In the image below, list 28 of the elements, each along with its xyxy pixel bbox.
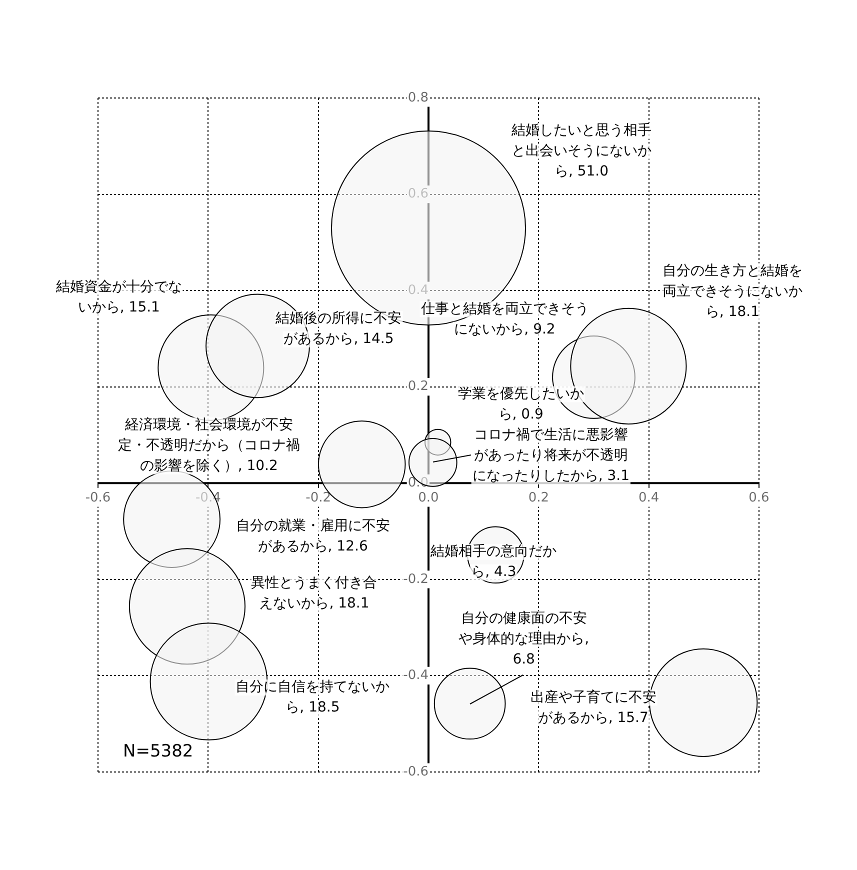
y-tick-label: 0.6 [408, 186, 428, 202]
data-label: 結婚相手の意向だから, 4.3 [430, 544, 557, 580]
x-tick-label: -0.2 [306, 490, 332, 506]
data-label: 出産や子育てに不安があるから, 15.7 [530, 688, 656, 726]
y-tick-label: -0.4 [403, 668, 428, 684]
x-tick-label: 0.2 [528, 490, 550, 506]
data-label: 結婚後の所得に不安があるから, 14.5 [274, 310, 402, 348]
data-label: 異性とうまく付き合えないから, 18.1 [251, 575, 378, 612]
y-tick-label: -0.6 [403, 764, 428, 780]
data-label: 自分の健康面の不安や身体的な理由から, 6.8 [458, 610, 590, 668]
data-label: 仕事と結婚を両立できそうにないから, 9.2 [420, 300, 589, 338]
y-tick-label: 0.2 [408, 379, 428, 394]
data-label: 自分に自信を持てないから, 18.5 [236, 679, 390, 716]
annotation: N=5382 [123, 741, 194, 762]
x-tick-label: 0.0 [418, 490, 439, 506]
data-label: 結婚したいと思う相手と出会いそうにないから, 51.0 [510, 122, 652, 180]
data-label: 結婚資金が十分でないから, 15.1 [54, 279, 182, 316]
data-label: 自分の就業・雇用に不安があるから, 12.6 [236, 518, 390, 554]
data-label: 学業を優先したいから, 0.9 [458, 386, 584, 422]
y-tick-label: 0.8 [408, 90, 428, 106]
x-tick-label: 0.6 [748, 490, 770, 506]
x-tick-label: -0.6 [85, 490, 111, 506]
data-label: コロナ禍で生活に悪影響があったり将来が不透明になったりしたから, 3.1 [472, 427, 630, 484]
data-label: 自分の生き方と結婚を両立できそうにないから, 18.1 [662, 262, 802, 320]
y-tick-label: -0.2 [403, 572, 428, 587]
x-tick-label: 0.4 [638, 490, 660, 506]
data-label: 経済環境・社会環境が不安定・不透明だから（コロナ禍の影響を除く）, 10.2 [118, 417, 300, 474]
y-tick-label: 0.4 [408, 282, 428, 298]
